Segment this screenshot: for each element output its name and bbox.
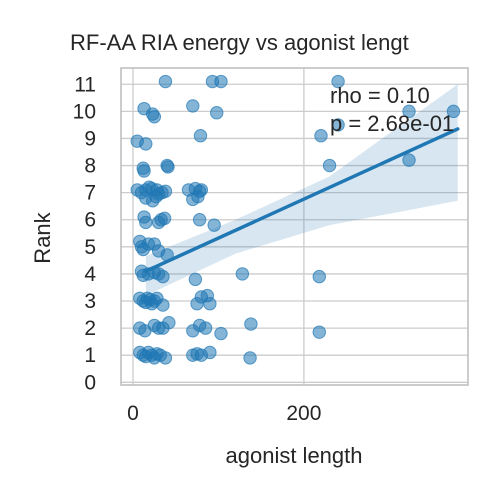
data-point — [139, 215, 153, 230]
y-tick-label: 0 — [84, 371, 96, 394]
y-tick-label: 9 — [84, 127, 96, 150]
x-axis-label: agonist length — [226, 443, 363, 468]
data-point — [402, 153, 416, 167]
data-point — [162, 315, 176, 330]
plot-frame — [120, 67, 469, 386]
data-point — [210, 106, 224, 120]
y-tick-label: 1 — [84, 344, 96, 367]
data-point — [322, 158, 337, 173]
y-tick-label: 10 — [73, 100, 96, 123]
data-point — [312, 269, 326, 284]
data-point — [243, 351, 257, 365]
data-point — [214, 74, 228, 89]
data-point — [203, 297, 217, 311]
y-tick-label: 3 — [84, 290, 96, 313]
data-point — [402, 104, 416, 119]
data-point — [214, 326, 228, 341]
data-point — [147, 110, 162, 124]
data-point — [191, 189, 205, 204]
y-tick-label: 7 — [84, 182, 96, 205]
y-tick-label: 8 — [84, 155, 96, 178]
data-point — [314, 129, 328, 143]
data-point — [235, 267, 250, 281]
data-point — [188, 272, 203, 287]
data-point — [244, 317, 258, 331]
data-point — [446, 104, 461, 119]
annotation-p: p = 2.68e-01 — [330, 111, 454, 136]
y-tick-label: 6 — [84, 209, 96, 232]
data-point — [156, 298, 170, 312]
data-point — [331, 74, 345, 89]
data-point — [139, 137, 153, 151]
data-point — [192, 213, 207, 227]
chart-title: RF-AA RIA energy vs agonist lengt — [70, 30, 409, 55]
data-point — [158, 351, 173, 365]
y-tick-label: 2 — [84, 317, 96, 340]
x-tick-label: 200 — [286, 402, 321, 425]
y-tick-label: 11 — [74, 73, 96, 96]
data-point — [331, 118, 345, 132]
y-tick-label: 4 — [84, 263, 96, 286]
y-axis-label: Rank — [30, 211, 55, 263]
data-point — [156, 269, 170, 284]
data-point — [137, 164, 151, 178]
data-point — [186, 99, 200, 113]
regression-line — [144, 127, 460, 273]
data-point — [207, 218, 221, 232]
data-point — [193, 129, 208, 143]
data-point — [203, 345, 217, 360]
confidence-band — [145, 84, 458, 296]
data-point — [157, 211, 172, 226]
data-point — [198, 321, 213, 335]
data-point — [158, 74, 173, 89]
data-point — [161, 160, 175, 174]
x-tick-label: 0 — [127, 402, 139, 425]
annotation-rho: rho = 0.10 — [330, 83, 430, 108]
plot-area: 0 1 2 3 4 5 6 7 8 9 10 11 0 200 — [73, 67, 469, 425]
data-point — [312, 325, 326, 339]
y-tick-label: 5 — [84, 236, 96, 259]
data-point — [149, 189, 163, 204]
